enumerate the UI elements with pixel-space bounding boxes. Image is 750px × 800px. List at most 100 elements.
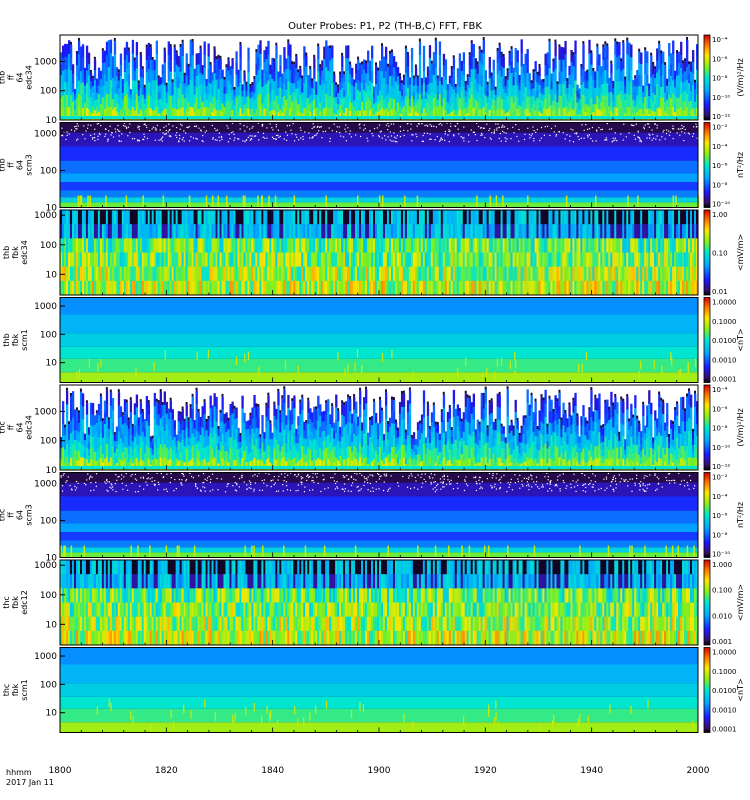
spectrogram-cell: [396, 67, 400, 77]
spectrogram-cell: [518, 280, 521, 296]
spectrogram-cell: [534, 110, 537, 121]
spectrogram-cell: [311, 94, 314, 101]
spectrogram-cell: [504, 79, 507, 87]
spectrogram-cell: [454, 84, 457, 88]
spectrogram-cell: [119, 224, 123, 239]
spectrogram-cell: [612, 266, 615, 282]
spectrogram-cell: [654, 94, 657, 104]
spectrogram-cell: [111, 252, 115, 267]
spectrogram-cell: [161, 266, 164, 282]
spectrogram-cell: [458, 252, 462, 267]
spectrogram-cell: [514, 48, 517, 61]
spectrogram-cell: [363, 89, 366, 101]
spectrogram-cell: [283, 280, 286, 296]
spectrogram-cell: [624, 79, 627, 87]
spectrogram-cell: [582, 44, 585, 58]
colorbar-label: <mV/m>: [736, 234, 745, 271]
spectrogram-cell: [568, 74, 571, 85]
spectrogram-cell: [361, 73, 364, 84]
noise-dot: [319, 126, 321, 128]
spectrogram-cell: [109, 66, 113, 81]
spectrogram-cell: [508, 53, 511, 66]
noise-dot: [219, 140, 221, 142]
spectrogram-cell: [99, 78, 103, 88]
noise-dot: [66, 134, 68, 136]
spectrogram-cells: [60, 386, 699, 471]
noise-dot: [371, 132, 373, 135]
spectrogram-cell: [648, 95, 651, 103]
spectrogram-cell: [143, 238, 147, 253]
spectrogram-cell: [153, 252, 156, 267]
spectrogram-cell: [526, 210, 529, 225]
spectrogram-cell: [556, 238, 559, 253]
spectrogram-cell: [67, 439, 71, 448]
noise-dot: [190, 136, 192, 138]
spectrogram-cell: [187, 238, 190, 253]
noise-dot: [506, 138, 508, 140]
spectrogram-cell: [674, 224, 677, 239]
spectrogram-cell: [185, 224, 188, 239]
spectrogram-cell: [97, 266, 101, 282]
spectrogram-cell: [81, 224, 85, 239]
spectrogram-cell: [478, 280, 481, 296]
spectrogram-cell: [185, 53, 188, 65]
noise-dot: [585, 124, 587, 126]
spectrogram-cell: [283, 266, 286, 282]
spectrogram-cell: [245, 280, 248, 296]
spectrogram-cell: [347, 266, 350, 282]
spectrogram-cell: [277, 79, 280, 88]
spectrogram-cell: [291, 101, 294, 112]
spectrogram-cell: [75, 280, 79, 296]
spectrogram-cell: [384, 71, 388, 84]
spectrogram-cell: [199, 280, 202, 296]
spectrogram-cell: [390, 252, 394, 267]
noise-dot: [66, 131, 68, 133]
spectrogram-cell: [369, 210, 372, 225]
spectrogram-cell: [75, 238, 79, 253]
spectrogram-cell: [544, 224, 547, 239]
spectrogram-cell: [297, 72, 300, 81]
spectrogram-cell: [329, 72, 332, 85]
noise-dot: [300, 137, 302, 139]
spectrogram-cell: [291, 64, 294, 74]
spectrogram-cell: [181, 81, 184, 95]
spectrogram-cell: [384, 95, 388, 109]
noise-dot: [251, 135, 253, 137]
spectrogram-cell: [201, 224, 204, 239]
spectrogram-cell: [287, 81, 290, 95]
spectrogram-cell: [215, 238, 218, 253]
spectrogram-cell: [351, 238, 354, 253]
noise-dot: [596, 130, 598, 132]
spectrogram-cell: [540, 86, 543, 94]
spectrogram-cell: [524, 266, 527, 282]
spectrogram-cell: [81, 431, 85, 445]
spectrogram-cell: [650, 109, 653, 121]
spectrogram-cell: [375, 83, 378, 93]
spectrogram-cell: [664, 62, 667, 66]
spectrogram-cell: [465, 357, 467, 367]
spectrogram-cell: [466, 266, 470, 282]
spectrogram-cell: [285, 224, 288, 239]
spectrogram-cell: [676, 97, 679, 110]
spectrogram-cell: [438, 280, 442, 296]
spectrogram-cell: [267, 280, 270, 296]
spectrogram-cell: [414, 252, 418, 267]
noise-dot: [477, 125, 480, 128]
spectrogram-cell: [502, 88, 505, 100]
spectrogram-cell: [686, 79, 689, 94]
spectrogram-cell: [115, 111, 119, 121]
spectrogram-cell: [412, 92, 416, 100]
spectrogram-cell: [265, 83, 268, 96]
spectrogram-cell: [351, 67, 354, 77]
spectrogram-cell: [291, 82, 294, 93]
noise-dot: [666, 129, 668, 131]
spectrogram-cell: [375, 252, 378, 267]
spectrogram-cell: [181, 42, 184, 56]
spectrogram-cell: [127, 280, 131, 296]
spectrogram-cell: [422, 238, 426, 253]
spectrogram-cell: [317, 107, 320, 121]
noise-dot: [481, 134, 483, 136]
spectrogram-cell: [313, 252, 316, 267]
spectrogram-cell: [658, 81, 661, 95]
spectrogram-cell: [516, 224, 519, 239]
